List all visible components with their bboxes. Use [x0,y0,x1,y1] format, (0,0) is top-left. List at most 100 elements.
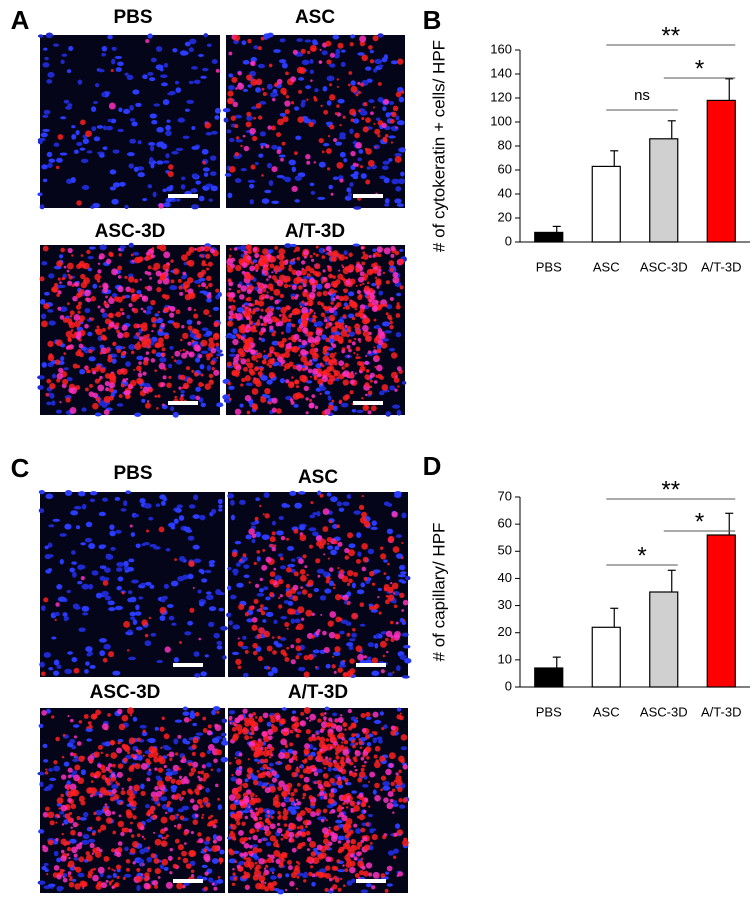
nucleus [76,141,83,147]
stain [158,317,161,321]
nucleus [317,196,326,200]
stain [246,336,254,344]
stain [378,350,381,353]
stain [270,815,274,819]
stain [309,840,317,848]
stain [290,659,296,665]
nucleus [356,409,364,413]
stain [78,263,83,268]
stain [232,735,239,742]
stain [105,258,112,265]
nucleus [111,198,119,205]
stain [160,382,166,387]
nucleus [225,335,232,339]
stain [197,832,202,837]
nucleus [168,615,175,621]
stain [356,289,362,295]
stain [234,756,237,760]
stain [279,260,286,267]
stain [365,148,372,155]
stain [241,262,248,269]
stain [191,328,198,334]
stain [277,341,280,344]
stain [271,871,275,874]
stain [268,767,272,770]
stain [347,708,352,714]
stain [341,741,344,744]
stain [323,277,327,281]
stain [250,164,256,170]
stain [246,410,251,415]
stain [291,285,297,290]
stain [248,528,255,535]
stain [207,724,212,729]
stain [93,751,100,758]
nucleus [309,69,314,75]
stain [284,100,291,107]
stain [163,836,167,840]
stain [108,881,112,885]
nucleus [42,114,49,118]
stain [361,282,365,285]
stain [275,714,281,720]
nucleus [115,345,123,351]
stain [161,347,166,352]
nucleus [230,499,235,506]
stain [342,802,346,806]
stain [111,868,114,871]
nucleus [169,285,178,291]
stain [67,337,72,341]
stain [142,729,146,734]
stain [334,321,339,326]
nucleus [176,504,183,509]
nucleus [301,59,310,66]
stain [301,327,309,334]
nucleus [111,46,117,51]
nucleus [273,887,280,892]
stain [67,874,71,878]
stain [323,766,327,770]
stain [262,248,269,255]
stain [69,310,75,316]
nucleus [297,666,306,672]
nucleus [63,367,69,371]
nucleus [271,520,276,526]
stain [322,374,327,379]
nucleus [394,152,402,157]
stain [108,313,113,318]
nucleus [174,508,182,513]
stain [204,122,212,129]
nucleus [38,508,45,514]
stain [340,329,348,337]
stain [235,333,239,337]
nucleus [400,171,405,177]
stain [337,814,340,818]
micrograph [226,490,412,679]
stain [301,376,308,383]
stain [349,374,353,379]
nucleus [154,313,159,317]
stain [110,752,118,759]
stain [122,378,127,383]
nucleus [231,651,240,656]
stain [282,116,289,123]
stain [384,134,389,138]
stain [102,580,109,586]
stain [41,710,47,716]
nucleus [123,873,132,878]
stain [340,714,343,717]
stain [267,782,270,785]
stain [325,856,332,863]
stain [100,308,105,313]
stain [342,722,346,726]
stain [285,830,290,834]
stain [95,816,101,822]
stain [169,776,173,779]
nucleus [102,146,108,151]
stain [234,860,238,864]
stain [369,385,373,389]
stain [359,307,365,313]
nucleus [226,612,232,618]
nucleus [239,403,244,408]
stain [316,844,323,851]
